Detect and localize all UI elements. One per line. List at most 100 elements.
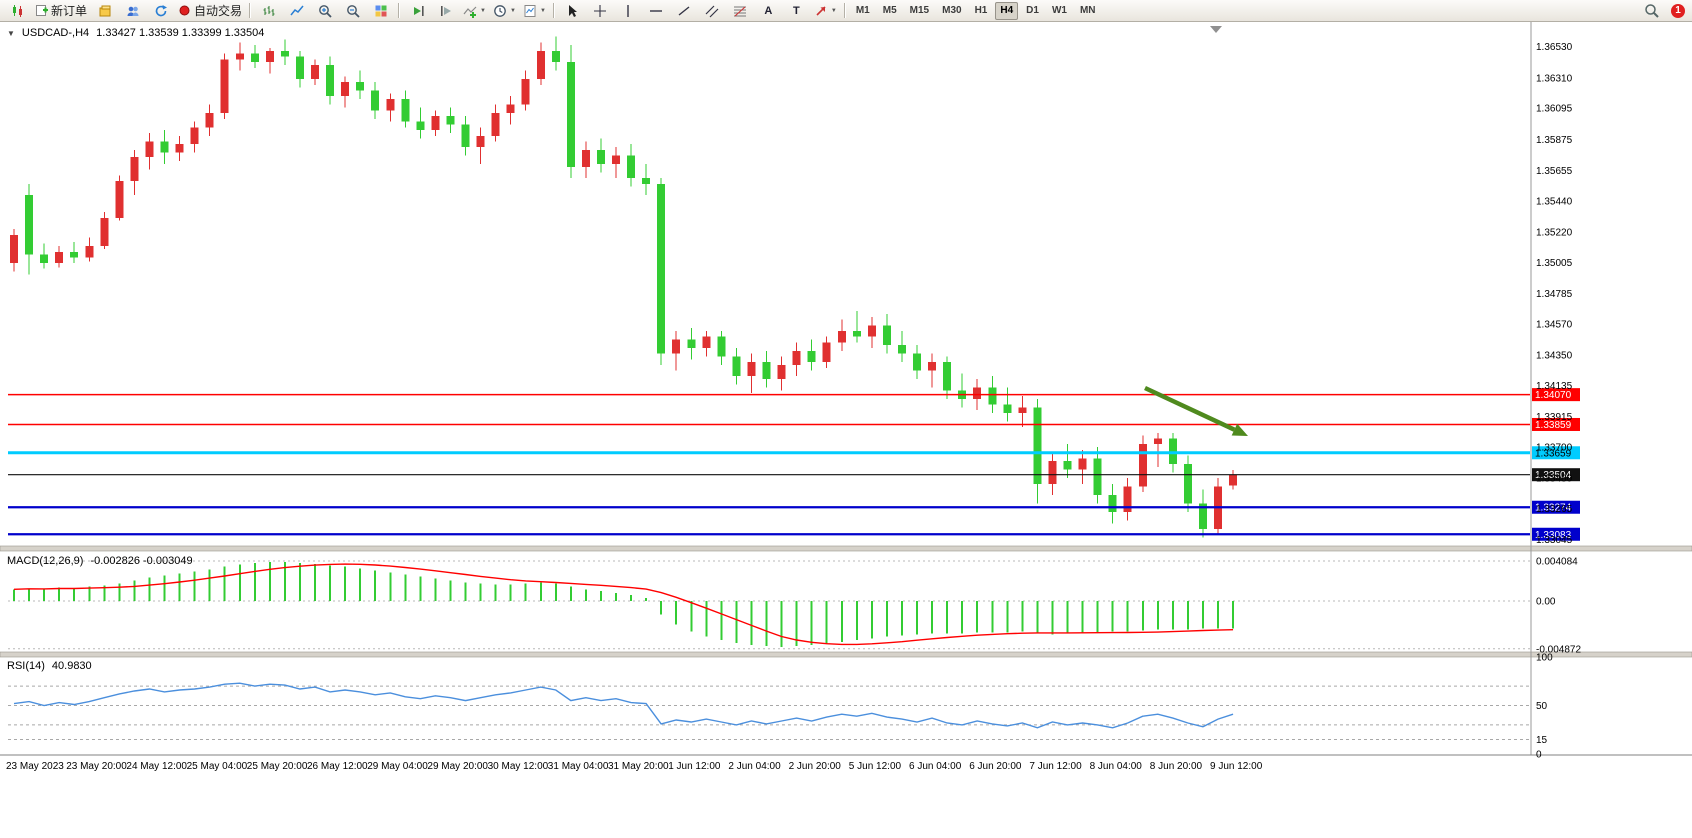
vertical-line-tool-button[interactable] — [615, 0, 642, 21]
candle-body — [687, 339, 696, 348]
trendline-icon — [678, 5, 690, 16]
text-label-tool-button[interactable]: T — [783, 0, 810, 21]
time-axis-label: 5 Jun 12:00 — [849, 761, 902, 772]
candle-body — [732, 356, 741, 377]
candle-body — [581, 149, 590, 167]
price-axis-label: 1.36530 — [1536, 42, 1573, 53]
time-axis-label: 6 Jun 20:00 — [969, 761, 1022, 772]
layouts-icon — [99, 5, 111, 16]
candle-body — [1048, 461, 1057, 484]
time-axis-label: 31 May 04:00 — [548, 761, 609, 772]
periods-button[interactable]: ▼ — [490, 0, 519, 21]
zoom-out-icon — [346, 4, 360, 18]
time-axis-label: 23 May 20:00 — [66, 761, 127, 772]
candle-body — [642, 178, 651, 184]
price-axis-label: 1.34570 — [1536, 319, 1573, 330]
profiles-button[interactable] — [119, 0, 146, 21]
candle-body — [175, 144, 184, 153]
new-order-button[interactable]: 新订单 — [32, 0, 90, 21]
crosshair-tool-button[interactable] — [587, 0, 614, 21]
line-chart-icon — [289, 5, 304, 15]
time-axis-label: 1 Jun 12:00 — [668, 761, 721, 772]
timeframe-button-mn[interactable]: MN — [1079, 5, 1096, 16]
timeframe-button-m1[interactable]: M1 — [855, 5, 870, 16]
timeframe-button-h1[interactable]: H1 — [974, 5, 988, 16]
dropdown-caret-icon: ▼ — [480, 7, 486, 14]
timeframe-button-m5[interactable]: M5 — [882, 5, 897, 16]
candle-body — [596, 149, 605, 165]
price-axis-label: 1.35220 — [1536, 227, 1573, 238]
rsi-indicator-name: RSI(14) — [7, 660, 45, 672]
auto-scroll-icon — [413, 5, 424, 16]
macd-scale-label: 0.004084 — [1536, 556, 1578, 567]
timeframe-button-m30[interactable]: M30 — [942, 5, 962, 16]
candle-body — [1093, 458, 1102, 496]
auto-trading-button[interactable]: 自动交易 — [175, 0, 245, 21]
order-doc-icon — [36, 5, 48, 16]
templates-button[interactable]: ▼ — [520, 0, 549, 21]
layouts-button[interactable] — [91, 0, 118, 21]
time-axis-label: 31 May 20:00 — [608, 761, 669, 772]
line-chart-button[interactable] — [283, 0, 310, 21]
auto-scroll-button[interactable] — [404, 0, 431, 21]
trendline-tool-button[interactable] — [671, 0, 698, 21]
candle-body — [521, 79, 530, 105]
price-axis-label: 1.34135 — [1536, 381, 1573, 392]
candle-body — [867, 325, 876, 337]
candle-body — [882, 325, 891, 346]
candle-body — [1198, 503, 1207, 530]
bar-chart-button[interactable] — [255, 0, 282, 21]
time-axis-label: 29 May 20:00 — [427, 761, 488, 772]
chart-shift-button[interactable] — [432, 0, 459, 21]
candle-body — [205, 113, 214, 128]
candle-body — [536, 50, 545, 80]
candle-body — [1168, 438, 1177, 464]
indicators-icon — [463, 6, 477, 18]
candle-body — [386, 98, 395, 111]
candle-body — [416, 121, 425, 131]
macd-indicator-values: -0.002826 -0.003049 — [90, 555, 193, 567]
tile-windows-button[interactable] — [367, 0, 394, 21]
price-tag-label: 1.34070 — [1535, 390, 1572, 401]
candle-body — [311, 65, 319, 80]
fibonacci-icon — [734, 6, 747, 16]
zoom-out-button[interactable] — [339, 0, 366, 21]
notification-badge[interactable]: 1 — [1671, 3, 1685, 18]
candle-body — [1033, 407, 1042, 484]
candle-body — [852, 330, 861, 337]
search-icon — [1645, 4, 1659, 18]
text-tool-button[interactable]: A — [755, 0, 782, 21]
chart-canvas[interactable]: 1.34070 1.33859 1.33659 1.33504 1.33274 1.330… — [0, 22, 1692, 838]
new-chart-button[interactable] — [4, 0, 31, 21]
arrows-tool-button[interactable]: ▼ — [811, 0, 840, 21]
timeframe-button-h4[interactable]: H4 — [995, 1, 1019, 20]
time-axis-label: 2 Jun 20:00 — [789, 761, 842, 772]
indicators-button[interactable]: ▼ — [460, 0, 489, 21]
refresh-button[interactable] — [147, 0, 174, 21]
price-axis-label: 1.33700 — [1536, 442, 1573, 453]
price-axis-label: 1.35005 — [1536, 258, 1573, 269]
timeframe-button-m15[interactable]: M15 — [909, 5, 930, 16]
template-icon — [524, 4, 536, 17]
fibonacci-tool-button[interactable] — [727, 0, 754, 21]
candle-body — [897, 345, 906, 354]
auto-trading-status-icon — [179, 5, 190, 16]
candle-body — [551, 50, 560, 63]
timeframe-button-d1[interactable]: D1 — [1026, 5, 1039, 16]
channel-tool-button[interactable] — [699, 0, 726, 21]
candle-body — [702, 336, 711, 348]
horizontal-line-tool-button[interactable] — [643, 0, 670, 21]
search-button[interactable] — [1638, 0, 1665, 21]
time-axis-label: 24 May 12:00 — [126, 761, 187, 772]
candle-body — [1063, 461, 1072, 470]
price-tag-label: 1.33083 — [1535, 530, 1572, 541]
toolbar-right-group: 1 — [1638, 0, 1688, 21]
dropdown-caret-icon: ▼ — [539, 7, 546, 14]
price-tag — [1532, 468, 1580, 482]
price-tag — [1532, 417, 1580, 431]
zoom-in-button[interactable] — [311, 0, 338, 21]
rsi-panel-label: RSI(14) 40.9830 — [7, 660, 92, 672]
timeframe-button-w1[interactable]: W1 — [1051, 5, 1067, 16]
cursor-tool-button[interactable] — [559, 0, 586, 21]
time-axis-label: 8 Jun 20:00 — [1150, 761, 1203, 772]
